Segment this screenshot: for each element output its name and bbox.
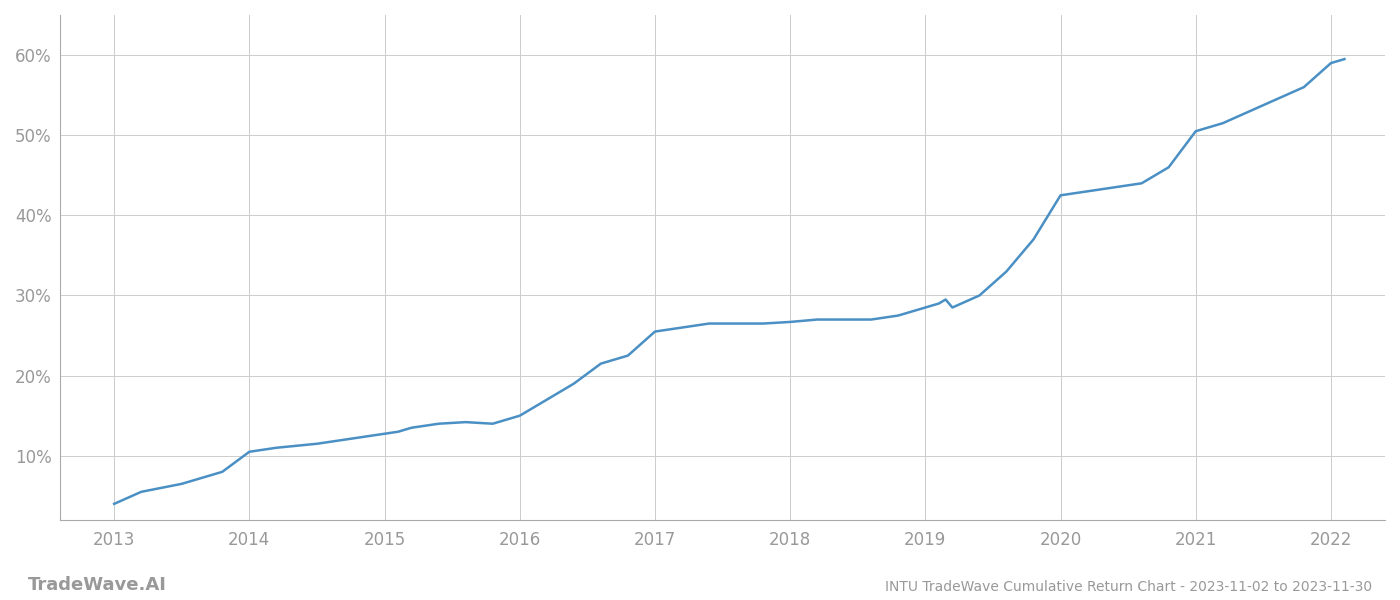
Text: TradeWave.AI: TradeWave.AI	[28, 576, 167, 594]
Text: INTU TradeWave Cumulative Return Chart - 2023-11-02 to 2023-11-30: INTU TradeWave Cumulative Return Chart -…	[885, 580, 1372, 594]
